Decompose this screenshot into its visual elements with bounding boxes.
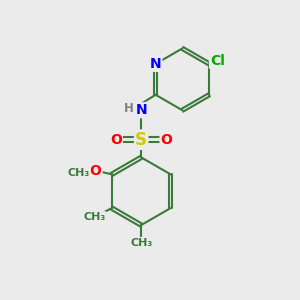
Text: O: O: [160, 133, 172, 147]
Text: O: O: [90, 164, 102, 178]
Text: N: N: [150, 57, 161, 71]
Text: N: N: [135, 103, 147, 117]
Text: CH₃: CH₃: [130, 238, 152, 248]
Text: CH₃: CH₃: [68, 168, 90, 178]
Text: Cl: Cl: [210, 54, 225, 68]
Text: O: O: [110, 133, 122, 147]
Text: CH₃: CH₃: [83, 212, 105, 222]
Text: H: H: [124, 102, 134, 115]
Text: S: S: [135, 131, 147, 149]
